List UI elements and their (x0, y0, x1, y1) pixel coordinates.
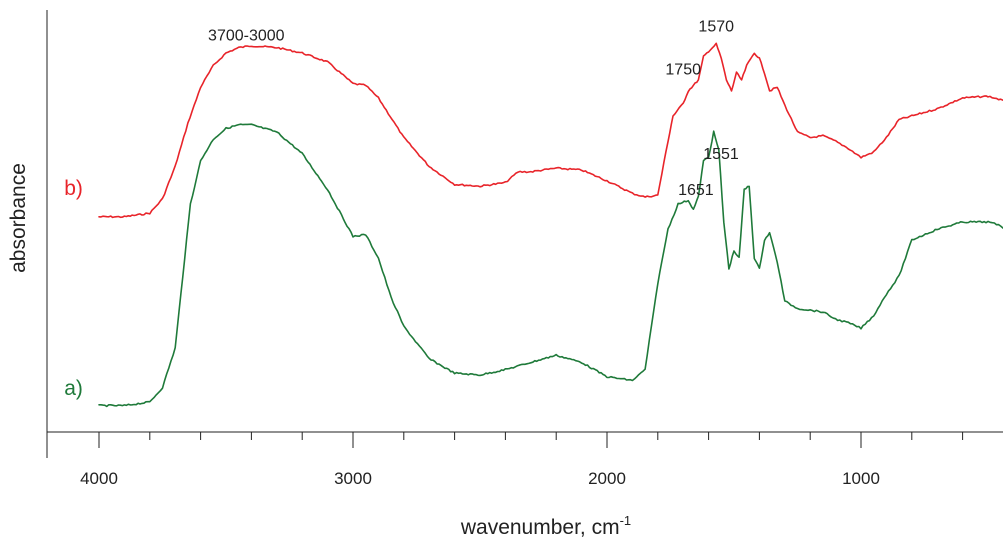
peak-label: 1750 (665, 62, 701, 79)
x-axis-label-exponent: -1 (620, 513, 632, 528)
x-tick-label: 3000 (334, 469, 372, 488)
spectrum-traces (98, 42, 1003, 408)
peak-annotations: 3700-3000 1570 1750 1551 1651 (208, 18, 739, 199)
peak-label: 3700-3000 (208, 27, 285, 44)
x-tick-label: 1000 (842, 469, 880, 488)
peak-label: 1570 (698, 18, 734, 35)
y-axis-label: absorbance (7, 163, 30, 273)
series-line-a (98, 123, 1003, 408)
x-axis-label: wavenumber, cm-1 (460, 513, 631, 539)
peak-label: 1551 (703, 146, 739, 163)
x-tick-label: 2000 (588, 469, 626, 488)
series-tags: b) a) (64, 177, 83, 400)
series-tag-a: a) (64, 377, 83, 400)
axes: 4000 3000 2000 1000 (46, 10, 1003, 488)
x-axis-ticks (98, 432, 964, 448)
series-tag-b: b) (64, 177, 83, 200)
x-tick-label: 4000 (80, 469, 118, 488)
x-axis-label-text: wavenumber, cm (460, 516, 620, 539)
series-line-b (98, 42, 1003, 219)
x-axis-tick-labels: 4000 3000 2000 1000 (80, 469, 880, 488)
peak-label: 1651 (678, 182, 714, 199)
